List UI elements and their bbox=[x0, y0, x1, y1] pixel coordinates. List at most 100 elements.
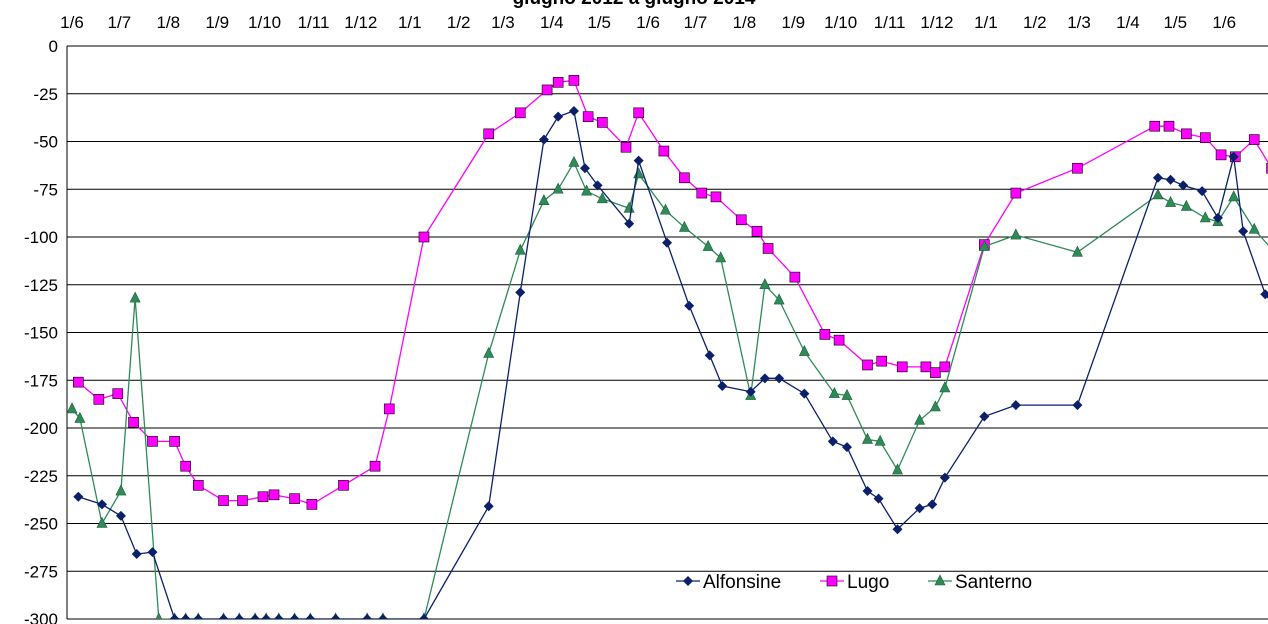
data-point bbox=[128, 416, 139, 428]
x-tick-label: 1/6 bbox=[636, 13, 660, 32]
data-point bbox=[330, 614, 341, 619]
data-point bbox=[873, 493, 884, 504]
x-tick-label: 1/9 bbox=[205, 13, 229, 32]
data-point bbox=[1165, 195, 1177, 207]
data-point bbox=[819, 329, 831, 340]
data-point bbox=[383, 403, 395, 415]
data-point bbox=[568, 75, 580, 86]
data-point bbox=[799, 388, 810, 399]
data-point bbox=[633, 107, 644, 119]
data-point bbox=[1215, 149, 1227, 161]
data-point bbox=[927, 499, 938, 510]
data-point bbox=[261, 614, 272, 619]
y-tick-label: -175 bbox=[24, 371, 58, 390]
y-axis-tick-labels: 0 -25 -50 -75 -100 -125 -150 -175 -200 -225 -250 -2… bbox=[24, 37, 58, 624]
data-point bbox=[1072, 400, 1083, 411]
y-tick-label: 0 bbox=[49, 37, 58, 56]
data-point bbox=[1238, 226, 1249, 237]
x-tick-label: 1/10 bbox=[824, 13, 857, 32]
series-line-santerno bbox=[71, 161, 1268, 619]
x-tick-label: 1/4 bbox=[1116, 13, 1140, 32]
data-point bbox=[798, 344, 810, 356]
data-point bbox=[896, 361, 908, 373]
series-line-alfonsine bbox=[78, 110, 1268, 619]
data-point bbox=[582, 111, 594, 122]
data-point bbox=[193, 614, 204, 619]
data-point bbox=[418, 614, 429, 619]
data-point bbox=[180, 460, 191, 472]
data-point bbox=[874, 434, 886, 446]
data-point bbox=[596, 192, 608, 204]
data-point bbox=[1178, 180, 1189, 191]
y-tick-label: -75 bbox=[33, 180, 58, 199]
data-point bbox=[538, 134, 549, 145]
x-tick-label: 1/10 bbox=[248, 13, 281, 32]
data-point bbox=[659, 203, 671, 215]
data-point bbox=[1149, 120, 1161, 132]
legend-label: Alfonsine bbox=[703, 572, 781, 593]
data-point bbox=[1199, 132, 1211, 143]
data-point bbox=[624, 218, 635, 229]
data-point bbox=[1266, 162, 1268, 174]
data-point bbox=[515, 287, 526, 298]
y-tick-label: -150 bbox=[24, 324, 58, 343]
x-tick-label: 1/7 bbox=[684, 13, 708, 32]
data-point bbox=[541, 84, 553, 96]
legend-label: Santerno bbox=[955, 572, 1032, 593]
data-point bbox=[1197, 186, 1208, 197]
x-axis-tick-labels: 1/6 1/7 1/8 1/9 1/10 1/11 1/12 1/1 1/2 1/3 1/4 1/5 1… bbox=[60, 13, 1236, 32]
data-point bbox=[67, 402, 78, 414]
data-point bbox=[362, 614, 373, 619]
data-point bbox=[218, 614, 229, 619]
x-tick-label: 1/9 bbox=[782, 13, 806, 32]
data-point bbox=[774, 373, 785, 384]
data-point bbox=[552, 76, 564, 88]
data-point bbox=[841, 442, 852, 453]
y-tick-label: -250 bbox=[24, 515, 58, 534]
data-point bbox=[306, 499, 318, 510]
series-group bbox=[67, 75, 1268, 619]
data-point bbox=[939, 381, 951, 393]
data-point bbox=[862, 486, 873, 497]
data-point bbox=[1071, 245, 1083, 257]
data-point bbox=[592, 180, 603, 191]
legend-item-alfonsine: Alfonsine bbox=[676, 572, 781, 593]
data-point bbox=[679, 172, 690, 184]
data-point bbox=[377, 614, 388, 619]
plot-area bbox=[67, 75, 1268, 619]
data-point bbox=[979, 411, 990, 422]
data-point bbox=[568, 105, 579, 116]
data-point bbox=[237, 495, 248, 506]
data-point bbox=[581, 184, 593, 196]
x-tick-label: 1/12 bbox=[920, 13, 953, 32]
horizontal-gridlines bbox=[66, 45, 1268, 620]
x-tick-label: 1/7 bbox=[108, 13, 132, 32]
data-point bbox=[1072, 162, 1083, 174]
data-point bbox=[892, 463, 903, 475]
data-point bbox=[735, 214, 747, 226]
data-point bbox=[978, 239, 990, 251]
data-point bbox=[914, 413, 926, 425]
y-tick-label: -225 bbox=[24, 467, 58, 486]
data-point bbox=[131, 549, 142, 560]
data-point bbox=[289, 493, 300, 504]
data-point bbox=[147, 547, 158, 558]
data-point bbox=[759, 373, 770, 384]
y-tick-label: -100 bbox=[24, 228, 58, 247]
data-point bbox=[696, 187, 708, 199]
x-tick-label: 1/11 bbox=[874, 13, 906, 32]
data-point bbox=[1152, 172, 1163, 183]
data-point bbox=[876, 355, 888, 367]
data-point bbox=[1228, 190, 1240, 202]
x-tick-label: 1/3 bbox=[491, 13, 515, 32]
x-tick-label: 1/8 bbox=[156, 13, 180, 32]
data-point bbox=[234, 614, 245, 619]
data-point bbox=[684, 300, 695, 311]
data-point bbox=[192, 479, 204, 491]
data-point bbox=[552, 182, 564, 194]
x-tick-label: 1/2 bbox=[1023, 13, 1047, 32]
data-point bbox=[892, 524, 903, 535]
data-point bbox=[934, 574, 946, 586]
data-point bbox=[759, 278, 771, 290]
data-point bbox=[841, 388, 853, 400]
